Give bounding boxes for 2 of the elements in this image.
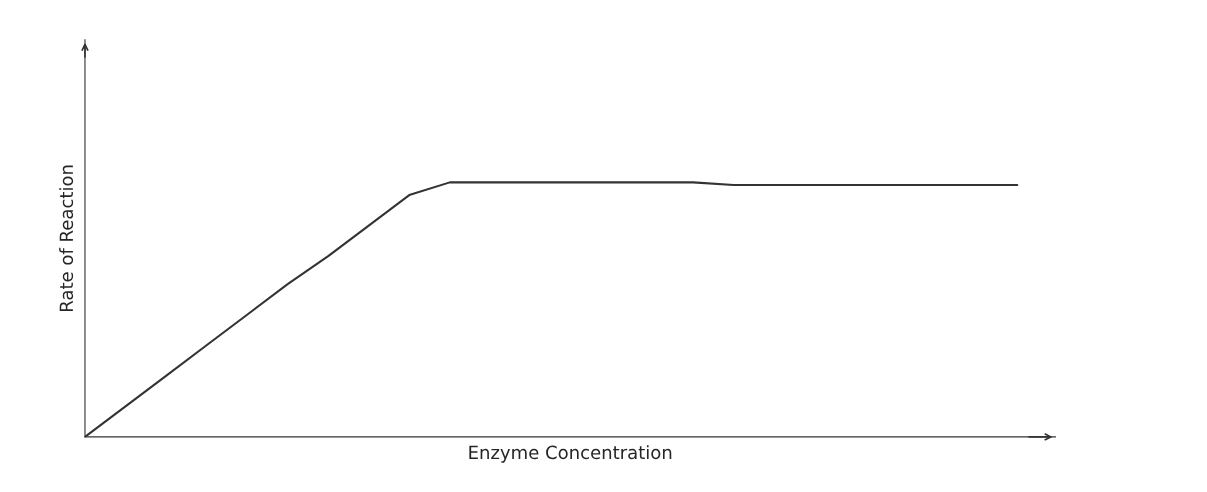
y-axis-title: Rate of Reaction bbox=[59, 165, 74, 311]
x-axis-title: Enzyme Concentration bbox=[469, 445, 672, 463]
